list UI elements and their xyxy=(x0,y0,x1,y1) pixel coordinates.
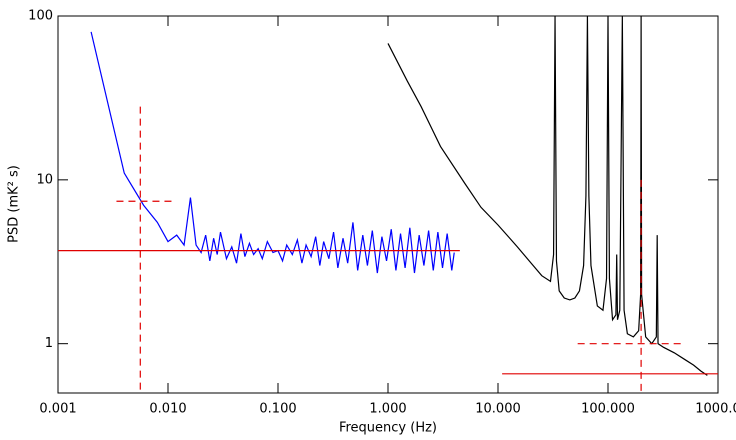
series-line xyxy=(90,31,455,274)
x-tick-label: 0.100 xyxy=(259,402,296,417)
x-tick-label: 0.001 xyxy=(39,402,76,417)
series-line xyxy=(387,16,708,376)
plot-area xyxy=(58,16,718,393)
y-tick-label: 1 xyxy=(45,336,53,351)
y-tick-label: 10 xyxy=(36,172,53,187)
x-tick-label: 1.000 xyxy=(369,402,406,417)
x-tick-label: 1000.0 xyxy=(695,402,736,417)
plot-frame xyxy=(57,15,719,394)
x-axis-label: Frequency (Hz) xyxy=(339,421,437,436)
x-tick-label: 100.000 xyxy=(581,402,635,417)
x-tick-label: 0.010 xyxy=(149,402,186,417)
x-tick-label: 10.000 xyxy=(475,402,521,417)
y-tick-label: 100 xyxy=(28,9,53,24)
y-axis-label: PSD (mK² s) xyxy=(7,165,22,243)
